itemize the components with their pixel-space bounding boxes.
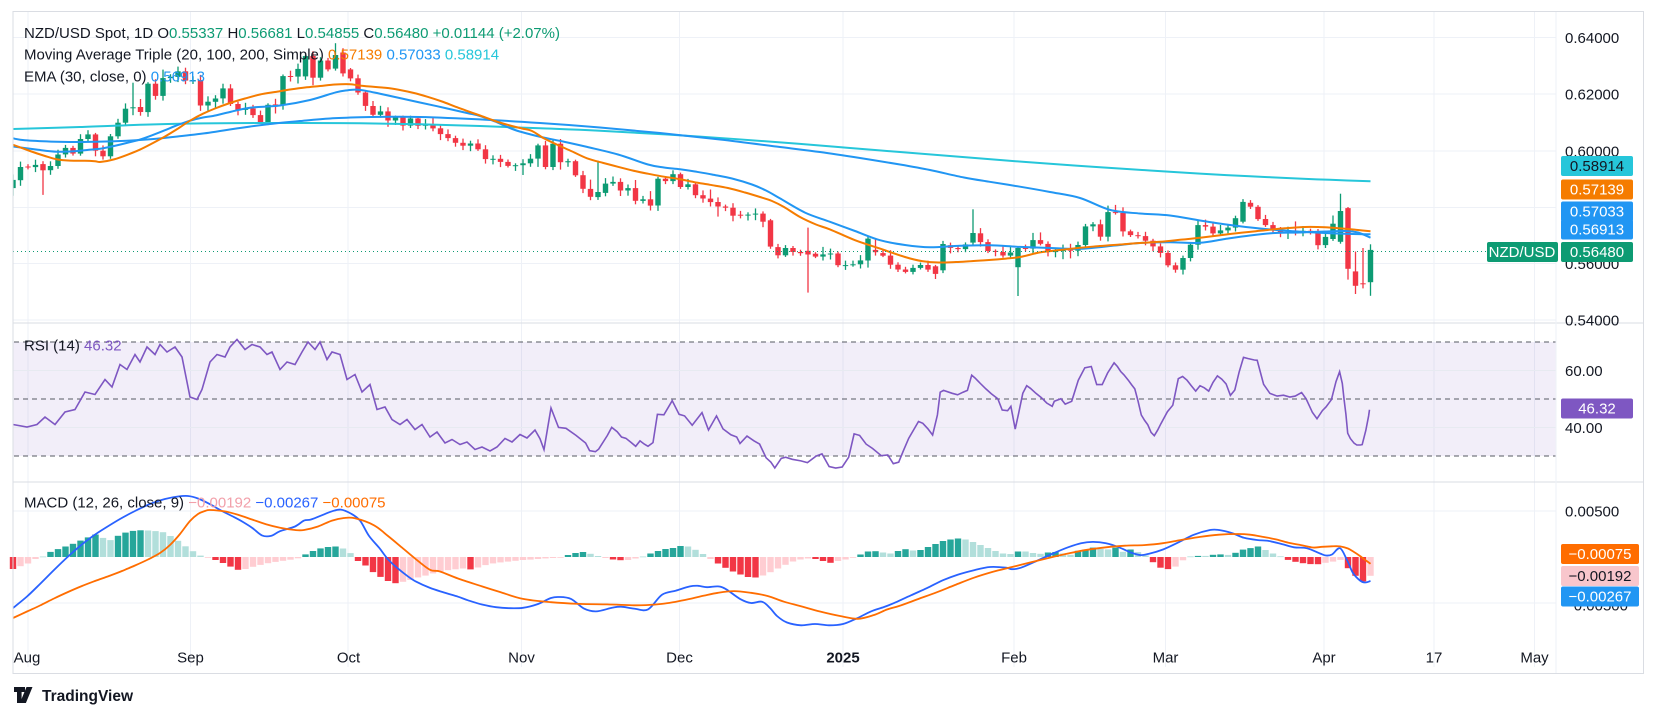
svg-text:Aug: Aug [14, 650, 41, 667]
svg-text:17: 17 [1426, 650, 1443, 667]
svg-text:Apr: Apr [1312, 650, 1335, 667]
svg-text:60.00: 60.00 [1565, 363, 1603, 380]
svg-text:−0.00267: −0.00267 [1569, 589, 1632, 606]
svg-text:MACD (12, 26, close, 9) −0.001: MACD (12, 26, close, 9) −0.00192 −0.0026… [24, 495, 386, 512]
svg-text:RSI (14) 46.32: RSI (14) 46.32 [24, 338, 122, 355]
svg-text:TradingView: TradingView [42, 688, 134, 705]
svg-text:0.00500: 0.00500 [1565, 504, 1619, 521]
svg-text:EMA (30, close, 0) 0.56913: EMA (30, close, 0) 0.56913 [24, 69, 205, 86]
svg-text:0.56913: 0.56913 [1570, 222, 1624, 239]
svg-text:Sep: Sep [177, 650, 204, 667]
svg-text:Oct: Oct [337, 650, 361, 667]
svg-text:0.56480: 0.56480 [1570, 244, 1624, 261]
svg-text:2025: 2025 [826, 650, 859, 667]
svg-text:0.54000: 0.54000 [1565, 313, 1619, 330]
svg-text:NZD/USD Spot, 1D O0.55337 H0: NZD/USD Spot, 1D O0.55337 H0.56681 L0.54… [24, 25, 560, 42]
svg-text:NZD/USD: NZD/USD [1489, 244, 1556, 261]
svg-text:0.62000: 0.62000 [1565, 87, 1619, 104]
svg-text:May: May [1520, 650, 1549, 667]
svg-text:0.57139: 0.57139 [1570, 182, 1624, 199]
svg-text:46.32: 46.32 [1578, 401, 1616, 418]
svg-text:Mar: Mar [1153, 650, 1179, 667]
svg-text:Feb: Feb [1001, 650, 1027, 667]
svg-text:Dec: Dec [666, 650, 693, 667]
svg-text:Moving Average Triple (20, 100: Moving Average Triple (20, 100, 200, Sim… [24, 47, 499, 64]
svg-text:40.00: 40.00 [1565, 420, 1603, 437]
svg-text:0.58914: 0.58914 [1570, 158, 1624, 175]
svg-text:Nov: Nov [508, 650, 535, 667]
svg-text:0.57033: 0.57033 [1570, 204, 1624, 221]
svg-text:0.64000: 0.64000 [1565, 30, 1619, 47]
svg-text:−0.00192: −0.00192 [1569, 568, 1632, 585]
svg-text:−0.00075: −0.00075 [1569, 546, 1632, 563]
